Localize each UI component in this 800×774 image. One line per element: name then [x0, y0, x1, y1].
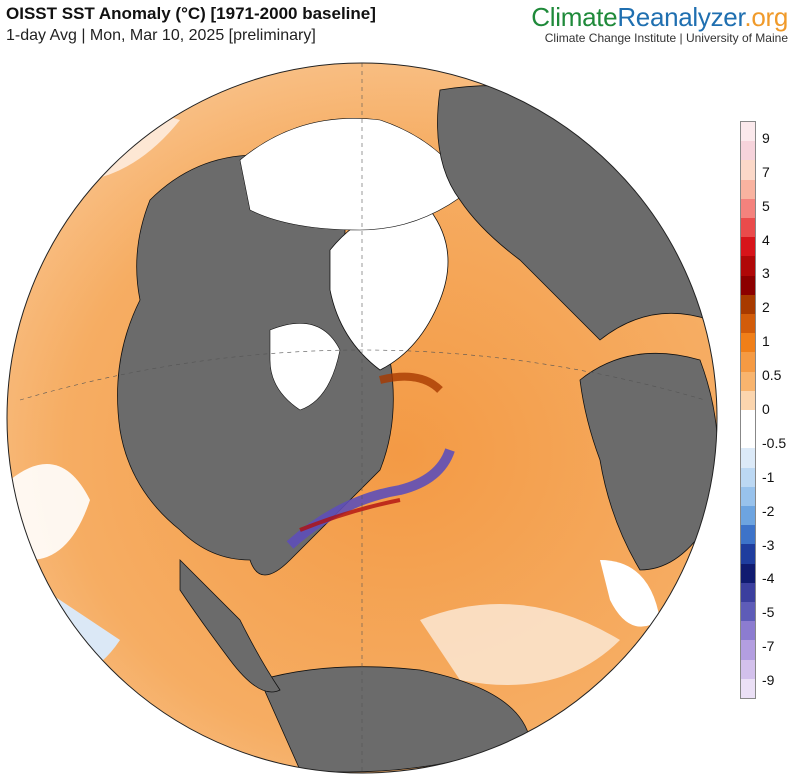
colorbar-segment: [741, 582, 755, 603]
colorbar-tick-label: -2: [762, 502, 775, 519]
colorbar-tick-label: 0.5: [762, 367, 782, 384]
colorbar-tick-label: -0.5: [762, 434, 787, 451]
colorbar-segment: [741, 314, 755, 334]
colorbar-tick-label: -4: [762, 570, 775, 587]
colorbar-tick-label: 5: [762, 197, 770, 214]
colorbar-segment: [741, 410, 755, 430]
colorbar-segment: [741, 122, 755, 142]
colorbar-segment: [741, 621, 755, 641]
colorbar: [740, 121, 756, 699]
colorbar-segment: [741, 371, 755, 391]
colorbar-segment: [741, 275, 755, 295]
colorbar-tick-label: 4: [762, 231, 770, 248]
colorbar-tick-label: -7: [762, 638, 775, 655]
colorbar-tick-label: -9: [762, 672, 775, 689]
map-subtitle: 1-day Avg | Mon, Mar 10, 2025 [prelimina…: [6, 27, 316, 44]
colorbar-segment: [741, 218, 755, 238]
colorbar-segment: [741, 352, 755, 372]
colorbar-segment: [741, 659, 755, 679]
brand-part-reanalyzer: Reanalyzer: [617, 2, 745, 32]
colorbar-segment: [741, 563, 755, 583]
colorbar-segment: [741, 678, 755, 699]
colorbar-tick-label: 7: [762, 163, 770, 180]
colorbar-tick-label: 0: [762, 401, 770, 417]
colorbar-segment: [741, 179, 755, 199]
colorbar-tick-label: -1: [762, 468, 775, 485]
colorbar-segment: [741, 544, 755, 564]
colorbar-segment: [741, 198, 755, 219]
colorbar-segment: [741, 640, 755, 660]
colorbar-segment: [741, 294, 755, 315]
colorbar-tick-label: 1: [762, 333, 770, 350]
brand-part-org: .org: [744, 2, 788, 32]
map-title: OISST SST Anomaly (°C) [1971-2000 baseli…: [6, 4, 376, 23]
colorbar-segment: [741, 448, 755, 468]
colorbar-segment: [741, 506, 755, 526]
colorbar-segment: [741, 333, 755, 353]
colorbar-segment: [741, 141, 755, 161]
colorbar-segment: [741, 429, 755, 449]
colorbar-segment: [741, 602, 755, 622]
colorbar-tick-label: 9: [762, 129, 770, 146]
institute-label: Climate Change Institute | University of…: [544, 31, 788, 45]
colorbar-segment: [741, 256, 755, 276]
colorbar-tick-label: -3: [762, 536, 775, 553]
colorbar-segment: [741, 525, 755, 545]
colorbar-segment: [741, 160, 755, 180]
colorbar-segment: [741, 486, 755, 507]
colorbar-tick-label: 3: [762, 265, 770, 282]
colorbar-tick-label: -5: [762, 604, 775, 621]
colorbar-tick-label: 2: [762, 299, 770, 316]
colorbar-segment: [741, 390, 755, 411]
colorbar-labels: 9 7 5 4 3 2 1 0.5 0 -0.5 -1 -2 -3 -4 -5 -7 -9: [762, 121, 796, 697]
brand-logo[interactable]: ClimateReanalyzer.org: [531, 2, 788, 33]
colorbar-segment: [741, 467, 755, 487]
brand-part-climate: Climate: [531, 2, 618, 32]
colorbar-segment: [741, 237, 755, 257]
